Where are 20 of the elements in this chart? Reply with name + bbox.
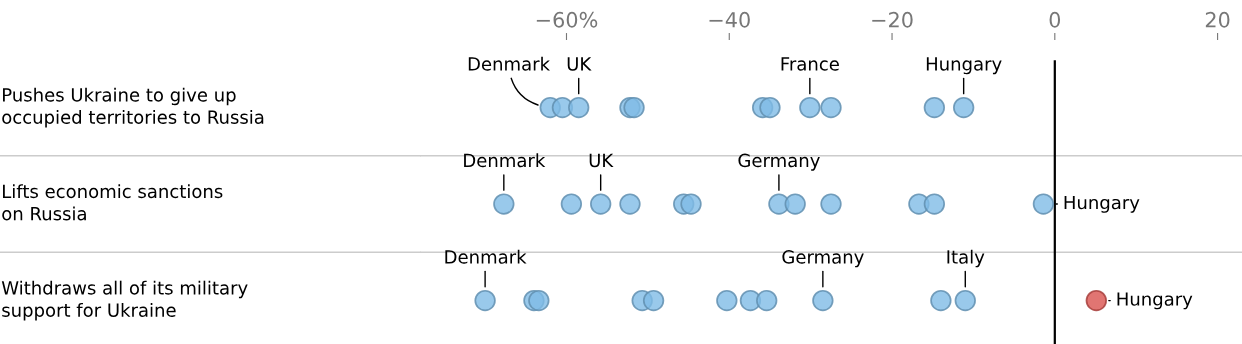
x-tick-label: 20	[1205, 11, 1230, 28]
annotation: Hungary	[1064, 195, 1140, 213]
annotation: UK	[589, 153, 614, 168]
annotation: Italy	[947, 249, 985, 268]
y-tick-label: Withdraws all of its military support for Ukraine	[1, 280, 248, 321]
y-tick-label: Pushes Ukraine to give up occupied territories to Russia	[2, 87, 264, 128]
y-tick-label: Lifts economic sanctions on Russia	[2, 184, 223, 221]
annotation: Denmark	[445, 249, 527, 264]
annotation: France	[781, 57, 839, 71]
annotation: Germany	[782, 250, 864, 268]
x-tick-label: 0	[1049, 11, 1061, 28]
annotation: Denmark	[468, 56, 550, 71]
annotation: Germany	[738, 153, 820, 171]
x-tick-label: −60%	[536, 11, 598, 28]
x-tick-label: −40	[709, 11, 750, 28]
annotation: Hungary	[926, 57, 1002, 75]
annotation: UK	[567, 57, 592, 71]
annotation: Denmark	[464, 153, 546, 168]
x-tick-label: −20	[872, 11, 913, 28]
annotation: Hungary	[1117, 292, 1193, 310]
